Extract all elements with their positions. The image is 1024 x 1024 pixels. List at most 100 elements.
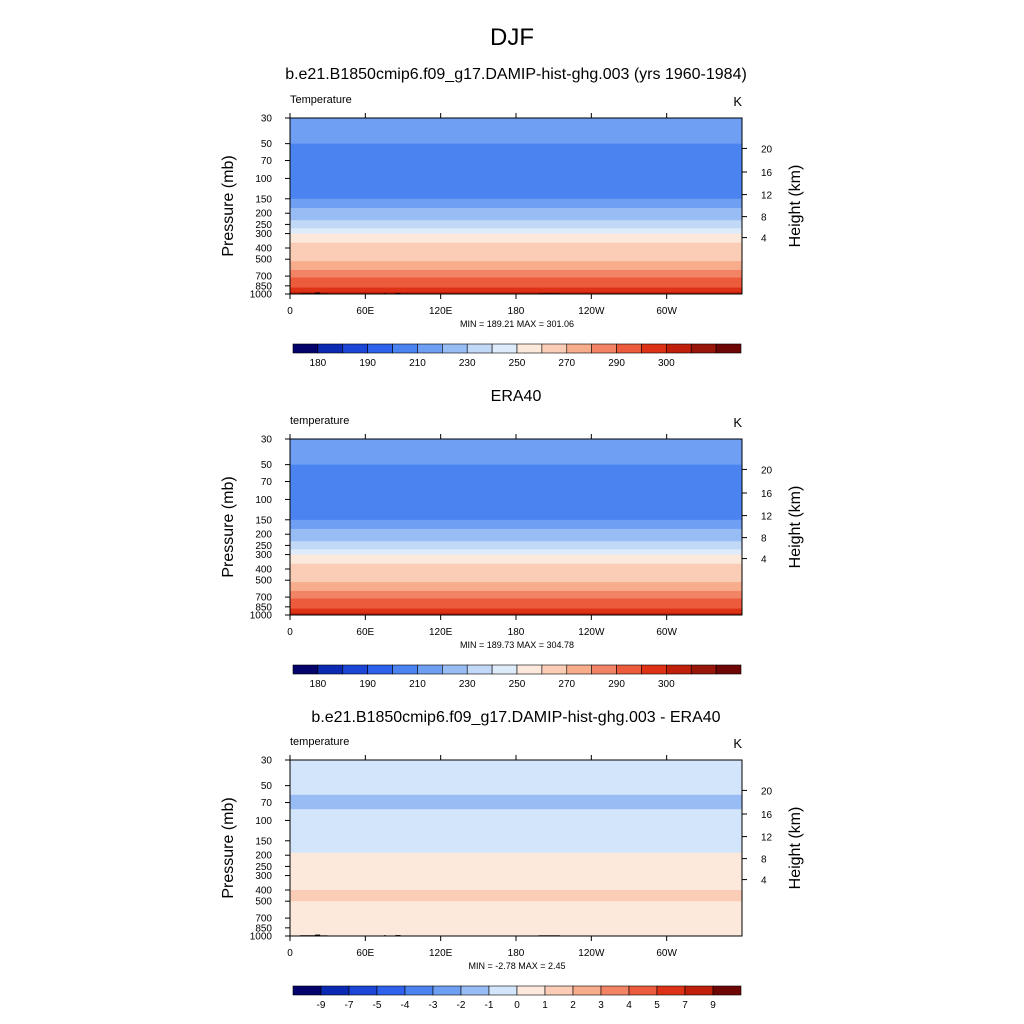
topography-block: [315, 292, 321, 294]
field-band: [290, 852, 742, 863]
units-label: K: [733, 736, 742, 751]
colorbar-box: [292, 343, 319, 354]
colorbar-box: [417, 343, 443, 354]
field-band: [290, 785, 742, 796]
y-tick-label: 70: [261, 798, 273, 809]
colorbar-box: [367, 664, 393, 675]
field-band: [290, 840, 742, 854]
x-tick-label: 120E: [429, 306, 453, 317]
field-band: [290, 541, 742, 550]
field-band: [290, 439, 742, 454]
colorbar-label: -7: [345, 1000, 354, 1011]
colorbar-box: [320, 985, 350, 996]
x-tick-label: 120W: [578, 948, 605, 959]
colorbar-label: -9: [317, 1000, 326, 1011]
colorbar-box: [342, 664, 368, 675]
y-tick-label: 200: [255, 851, 272, 862]
y-tick-label: 200: [255, 530, 272, 541]
right-axis-title: Height (km): [787, 165, 804, 248]
field-band: [290, 912, 742, 923]
chart-panel-3: b.e21.B1850cmip6.f09_g17.DAMIP-hist-ghg.…: [220, 709, 804, 1011]
colorbar-label: 290: [608, 358, 625, 369]
y-tick-label: 150: [255, 836, 272, 847]
colorbar-label: 300: [658, 679, 675, 690]
field-band: [290, 563, 742, 572]
colorbar-box: [466, 664, 493, 675]
field-band: [290, 760, 742, 787]
y-tick-label: 500: [255, 897, 272, 908]
y-tick-label: 100: [255, 174, 272, 185]
colorbar-box: [591, 343, 617, 354]
right-axis-title: Height (km): [787, 807, 804, 890]
colorbar-label: 190: [359, 358, 376, 369]
y-tick-label: 300: [255, 550, 272, 561]
field-band: [290, 220, 742, 229]
height-tick-label: 4: [761, 234, 767, 245]
y-tick-label: 500: [255, 255, 272, 266]
field-band: [290, 571, 742, 583]
field-bands: [290, 118, 742, 295]
colorbar-box: [491, 664, 518, 675]
field-band: [290, 198, 742, 209]
y-tick-label: 200: [255, 209, 272, 220]
stats-label: MIN = 189.21 MAX = 301.06: [460, 319, 574, 329]
colorbar-box: [417, 664, 443, 675]
colorbar-label: -4: [401, 1000, 410, 1011]
height-tick-label: 16: [761, 810, 773, 821]
colorbar-label: -1: [485, 1000, 494, 1011]
topography-block: [315, 934, 321, 936]
stats-label: MIN = 189.73 MAX = 304.78: [460, 640, 574, 650]
height-tick-label: 12: [761, 512, 773, 523]
field-band: [290, 612, 742, 616]
height-tick-label: 16: [761, 489, 773, 500]
x-tick-label: 60E: [356, 306, 374, 317]
field-band: [290, 598, 742, 605]
field-band: [290, 473, 742, 500]
colorbar-label: 3: [598, 1000, 604, 1011]
colorbar-label: 250: [509, 679, 526, 690]
y-tick-label: 50: [261, 139, 273, 150]
colorbar-label: 230: [459, 679, 476, 690]
y-tick-label: 100: [255, 495, 272, 506]
field-band: [290, 591, 742, 600]
colorbar-box: [516, 343, 543, 354]
x-tick-label: 120W: [578, 627, 605, 638]
y-tick-label: 1000: [250, 611, 273, 622]
field-band: [290, 901, 742, 913]
colorbar-box: [392, 343, 418, 354]
colorbar-box: [442, 664, 468, 675]
colorbar-box: [566, 343, 592, 354]
y-tick-label: 250: [255, 220, 272, 231]
y-tick-label: 850: [255, 602, 272, 613]
colorbar-box: [690, 664, 717, 675]
colorbar-box: [541, 664, 568, 675]
y-tick-label: 70: [261, 156, 273, 167]
x-tick-label: 120E: [429, 627, 453, 638]
field-band: [290, 582, 742, 592]
stats-label: MIN = -2.78 MAX = 2.45: [468, 961, 565, 971]
colorbar-label: 0: [514, 1000, 520, 1011]
field-band: [290, 890, 742, 902]
panel-title: b.e21.B1850cmip6.f09_g17.DAMIP-hist-ghg.…: [311, 709, 720, 726]
y-tick-label: 300: [255, 871, 272, 882]
y-tick-label: 50: [261, 460, 273, 471]
field-band: [290, 862, 742, 877]
colorbar-box: [460, 985, 490, 996]
y-tick-label: 30: [261, 756, 273, 767]
y-tick-label: 30: [261, 114, 273, 125]
colorbar-label: 290: [608, 679, 625, 690]
field-band: [290, 118, 742, 133]
field-band: [290, 608, 742, 614]
colorbar-box: [572, 985, 602, 996]
colorbar-label: 9: [710, 1000, 716, 1011]
colorbar-box: [616, 664, 642, 675]
field-band: [290, 277, 742, 284]
colorbar-label: 230: [459, 358, 476, 369]
colorbar-box: [591, 664, 617, 675]
height-tick-label: 8: [761, 213, 767, 224]
height-tick-label: 16: [761, 168, 773, 179]
field-bands: [290, 439, 742, 616]
x-tick-label: 0: [287, 306, 293, 317]
y-tick-label: 100: [255, 816, 272, 827]
